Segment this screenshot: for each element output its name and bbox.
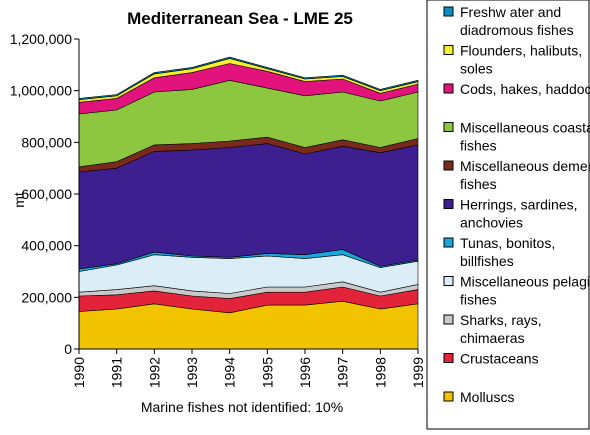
y-tick-label: 200,000 bbox=[21, 289, 72, 305]
x-tick-label: 1999 bbox=[410, 357, 426, 388]
series-areas bbox=[78, 56, 419, 350]
legend-swatch bbox=[443, 83, 454, 94]
x-tick-label: 1992 bbox=[146, 357, 162, 388]
legend-label: Miscellaneous pelagic bbox=[460, 274, 590, 290]
legend-label: Freshw ater and bbox=[460, 4, 561, 20]
x-tick-label: 1995 bbox=[259, 357, 275, 388]
legend: Freshw ater and diadromous fishes Flounder… bbox=[426, 0, 590, 430]
y-tick-label: 0 bbox=[64, 341, 72, 357]
legend-swatch bbox=[443, 45, 454, 55]
legend-swatch bbox=[443, 6, 454, 17]
legend-label: soles bbox=[460, 61, 493, 77]
legend-label: Molluscs bbox=[460, 389, 514, 405]
legend-swatch bbox=[443, 199, 454, 209]
legend-label: Crustaceans bbox=[460, 351, 539, 367]
legend-swatch bbox=[443, 353, 454, 363]
y-tick-label: 1,200,000 bbox=[10, 31, 72, 47]
legend-label: Tunas, bonitos, bbox=[460, 235, 555, 251]
x-tick-label: 1990 bbox=[71, 357, 87, 388]
legend-label: Miscellaneous coastal bbox=[460, 120, 590, 136]
legend-label: Flounders, halibuts, bbox=[460, 43, 582, 59]
x-tick-label: 1997 bbox=[335, 357, 351, 388]
y-tick-label: 400,000 bbox=[21, 238, 72, 254]
legend-label: Herrings, sardines, bbox=[460, 197, 578, 213]
chart-title: Mediterranean Sea - LME 25 bbox=[127, 9, 353, 28]
legend-label: Sharks, rays, bbox=[460, 312, 542, 328]
legend-label: fishes bbox=[460, 292, 497, 308]
y-tick-label: 600,000 bbox=[21, 186, 72, 202]
chart-note: Marine fishes not identified: 10% bbox=[141, 399, 343, 415]
legend-label: fishes bbox=[460, 176, 497, 192]
x-tick-label: 1998 bbox=[372, 357, 388, 388]
legend-label: chimaeras bbox=[460, 330, 525, 346]
x-tick-label: 1993 bbox=[184, 357, 200, 388]
y-tick-label: 1,000,000 bbox=[10, 83, 72, 99]
legend-swatch bbox=[443, 276, 454, 286]
legend-swatch bbox=[443, 237, 454, 248]
legend-label: diadromous fishes bbox=[460, 22, 574, 38]
series-area-10 bbox=[78, 56, 419, 101]
y-axis-label: mt bbox=[11, 192, 27, 208]
x-tick-label: 1991 bbox=[109, 357, 125, 388]
legend-swatch bbox=[443, 160, 454, 171]
legend-swatch bbox=[443, 314, 454, 325]
legend-label: Cods, hakes, haddocks bbox=[460, 81, 590, 97]
legend-label: fishes bbox=[460, 138, 497, 154]
legend-label: billfishes bbox=[460, 253, 514, 269]
legend-label: anchovies bbox=[460, 215, 523, 231]
x-tick-label: 1996 bbox=[297, 357, 313, 388]
legend-frame bbox=[426, 0, 590, 430]
legend-swatch bbox=[443, 391, 454, 402]
x-tick-label: 1994 bbox=[222, 357, 238, 388]
y-tick-labels: 0 200,000 400,000 600,000 800,000 1,000,000 1,… bbox=[10, 31, 79, 357]
x-tick-labels: 1990 1991 1992 1993 1994 1995 1996 1997 1998 1999 bbox=[71, 349, 426, 388]
legend-swatch bbox=[443, 122, 454, 132]
y-tick-label: 800,000 bbox=[21, 134, 72, 150]
legend-label: Miscellaneous demersal bbox=[460, 158, 590, 174]
